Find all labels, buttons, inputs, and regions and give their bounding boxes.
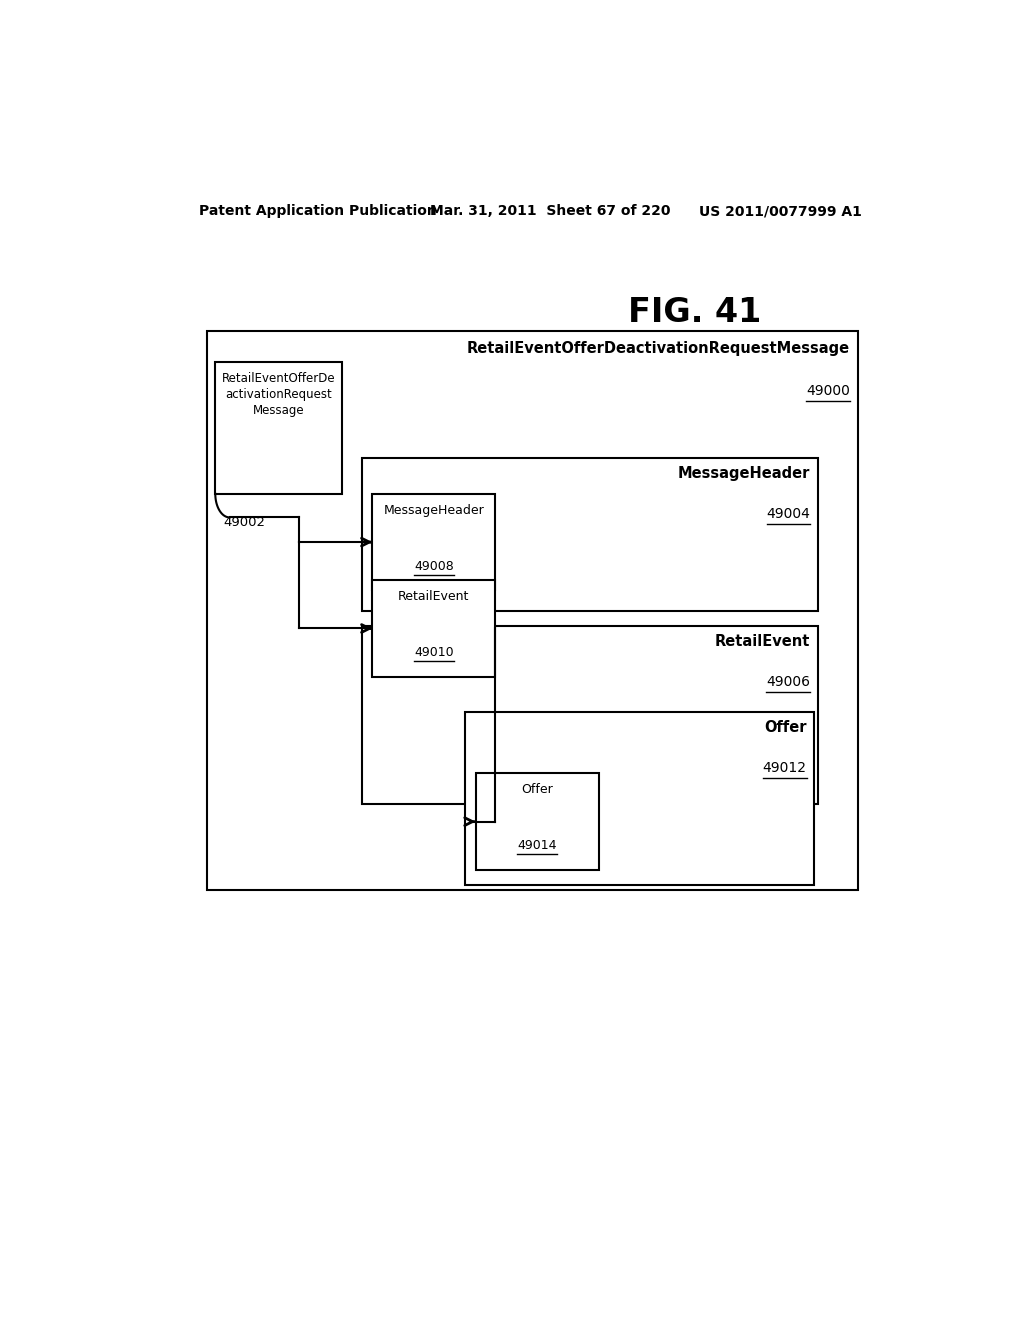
Bar [362,458,818,611]
Text: 49002: 49002 [223,516,265,529]
Text: 49006: 49006 [767,675,810,689]
Text: 49010: 49010 [414,647,454,659]
Text: MessageHeader: MessageHeader [384,504,484,517]
Bar [475,774,599,870]
Bar [373,494,496,590]
Text: MessageHeader: MessageHeader [678,466,810,482]
Text: 49014: 49014 [517,840,557,853]
Text: Offer: Offer [764,721,807,735]
Text: 49008: 49008 [414,560,454,573]
Text: 49004: 49004 [767,507,810,521]
Bar [465,713,814,886]
Text: Offer: Offer [521,784,553,796]
Text: US 2011/0077999 A1: US 2011/0077999 A1 [699,205,862,218]
Text: RetailEventOfferDe
activationRequest
Message: RetailEventOfferDe activationRequest Mes… [222,372,336,417]
Text: RetailEvent: RetailEvent [398,590,470,603]
Text: Patent Application Publication: Patent Application Publication [200,205,437,218]
Bar [215,362,342,494]
Text: FIG. 41: FIG. 41 [628,296,761,329]
Bar [207,331,858,890]
Bar [362,626,818,804]
Text: 49012: 49012 [763,762,807,775]
Text: Mar. 31, 2011  Sheet 67 of 220: Mar. 31, 2011 Sheet 67 of 220 [430,205,670,218]
Text: 49000: 49000 [806,384,850,399]
Text: RetailEvent: RetailEvent [715,634,810,649]
Text: RetailEventOfferDeactivationRequestMessage: RetailEventOfferDeactivationRequestMessa… [467,342,850,356]
Bar [373,581,496,677]
